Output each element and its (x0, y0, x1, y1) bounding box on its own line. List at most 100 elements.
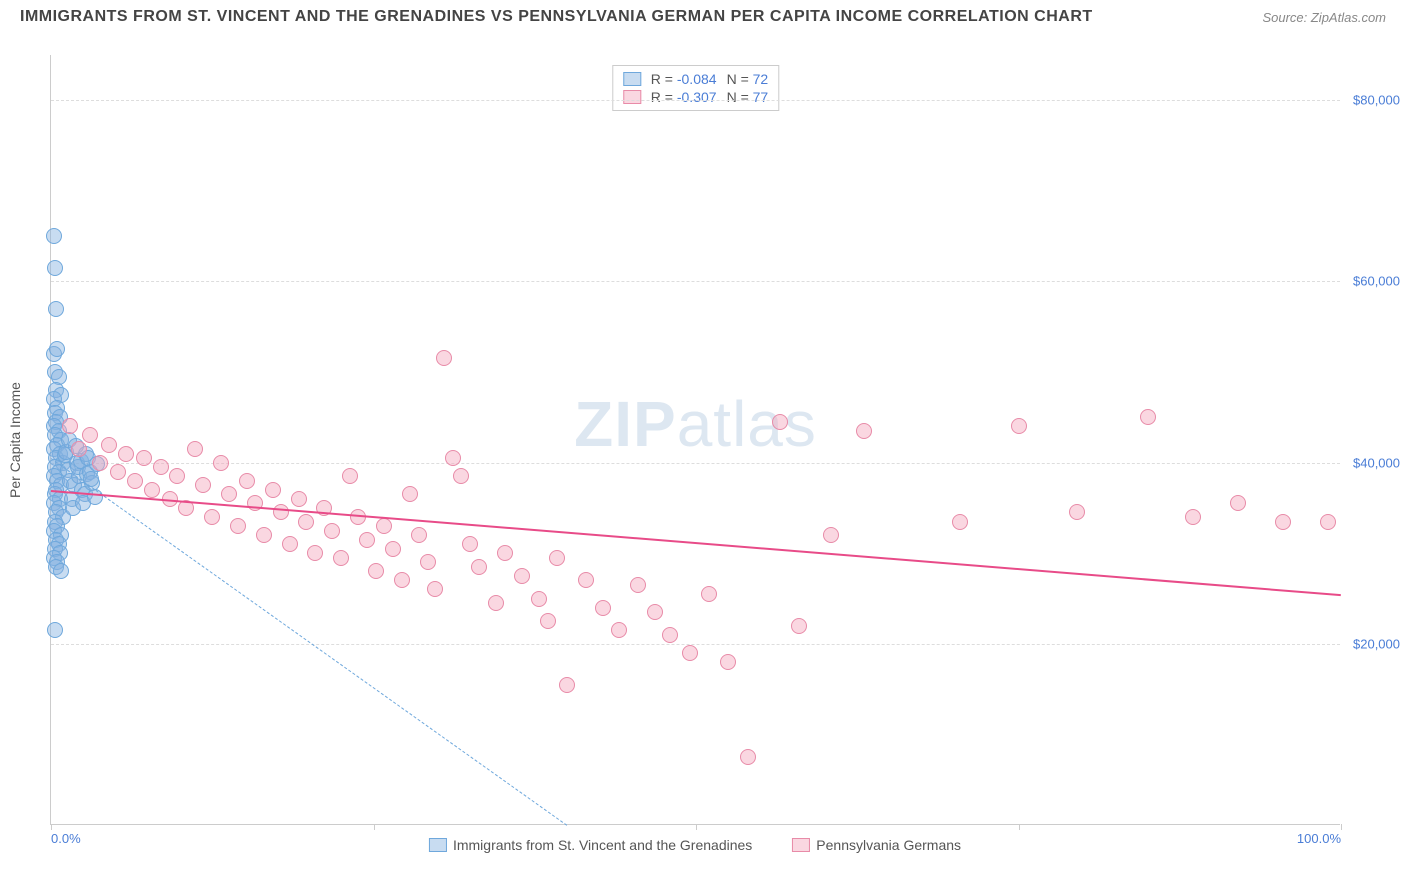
data-point (791, 618, 807, 634)
data-point (740, 749, 756, 765)
data-point (772, 414, 788, 430)
data-point (298, 514, 314, 530)
x-tick-label: 0.0% (51, 831, 81, 846)
data-point (436, 350, 452, 366)
legend-n-label: N = 72 (727, 71, 769, 87)
data-point (411, 527, 427, 543)
data-point (1275, 514, 1291, 530)
legend-series-label: Pennsylvania Germans (816, 837, 961, 853)
data-point (169, 468, 185, 484)
data-point (144, 482, 160, 498)
data-point (324, 523, 340, 539)
gridline (51, 281, 1340, 282)
gridline (51, 644, 1340, 645)
data-point (385, 541, 401, 557)
legend-swatch-icon (623, 72, 641, 86)
data-point (1140, 409, 1156, 425)
data-point (101, 437, 117, 453)
data-point (127, 473, 143, 489)
data-point (497, 545, 513, 561)
data-point (230, 518, 246, 534)
data-point (1069, 504, 1085, 520)
data-point (53, 563, 69, 579)
legend-n-label: N = 77 (727, 89, 769, 105)
data-point (514, 568, 530, 584)
legend-series-label: Immigrants from St. Vincent and the Gren… (453, 837, 752, 853)
data-point (1320, 514, 1336, 530)
data-point (559, 677, 575, 693)
legend-series-item: Pennsylvania Germans (792, 837, 961, 853)
data-point (427, 581, 443, 597)
data-point (611, 622, 627, 638)
x-tick (696, 824, 697, 830)
data-point (823, 527, 839, 543)
data-point (195, 477, 211, 493)
data-point (87, 489, 103, 505)
legend-series: Immigrants from St. Vincent and the Gren… (429, 837, 961, 853)
x-tick-label: 100.0% (1297, 831, 1341, 846)
legend-swatch-icon (623, 90, 641, 104)
legend-stats: R = -0.084 N = 72 R = -0.307 N = 77 (612, 65, 779, 111)
y-tick-label: $60,000 (1345, 274, 1400, 289)
data-point (47, 260, 63, 276)
legend-r-label: R = -0.307 (651, 89, 717, 105)
data-point (662, 627, 678, 643)
data-point (265, 482, 281, 498)
trend-line (51, 490, 1341, 596)
y-axis-label: Per Capita Income (7, 382, 23, 498)
data-point (1230, 495, 1246, 511)
data-point (47, 622, 63, 638)
data-point (420, 554, 436, 570)
legend-r-label: R = -0.084 (651, 71, 717, 87)
chart-source: Source: ZipAtlas.com (1262, 10, 1386, 25)
data-point (647, 604, 663, 620)
data-point (83, 471, 99, 487)
y-tick-label: $20,000 (1345, 636, 1400, 651)
data-point (701, 586, 717, 602)
data-point (359, 532, 375, 548)
data-point (445, 450, 461, 466)
data-point (256, 527, 272, 543)
legend-series-item: Immigrants from St. Vincent and the Gren… (429, 837, 752, 853)
data-point (394, 572, 410, 588)
data-point (856, 423, 872, 439)
gridline (51, 100, 1340, 101)
x-tick (1341, 824, 1342, 830)
data-point (136, 450, 152, 466)
data-point (307, 545, 323, 561)
legend-stats-row-2: R = -0.307 N = 77 (623, 88, 768, 106)
x-tick (1019, 824, 1020, 830)
data-point (221, 486, 237, 502)
legend-stats-row-1: R = -0.084 N = 72 (623, 70, 768, 88)
data-point (1011, 418, 1027, 434)
data-point (720, 654, 736, 670)
data-point (71, 441, 87, 457)
data-point (630, 577, 646, 593)
data-point (239, 473, 255, 489)
data-point (402, 486, 418, 502)
data-point (62, 418, 78, 434)
data-point (540, 613, 556, 629)
chart-header: IMMIGRANTS FROM ST. VINCENT AND THE GREN… (0, 0, 1406, 34)
data-point (376, 518, 392, 534)
data-point (118, 446, 134, 462)
data-point (213, 455, 229, 471)
data-point (531, 591, 547, 607)
data-point (595, 600, 611, 616)
data-point (682, 645, 698, 661)
y-tick-label: $80,000 (1345, 93, 1400, 108)
chart-title: IMMIGRANTS FROM ST. VINCENT AND THE GREN… (20, 8, 1093, 26)
y-tick-label: $40,000 (1345, 455, 1400, 470)
legend-swatch-icon (792, 838, 810, 852)
data-point (1185, 509, 1201, 525)
chart-area: ZIPatlas R = -0.084 N = 72 R = -0.307 N … (50, 55, 1340, 825)
legend-swatch-icon (429, 838, 447, 852)
data-point (187, 441, 203, 457)
data-point (273, 504, 289, 520)
data-point (82, 427, 98, 443)
data-point (291, 491, 307, 507)
data-point (92, 455, 108, 471)
data-point (368, 563, 384, 579)
data-point (342, 468, 358, 484)
x-tick (51, 824, 52, 830)
